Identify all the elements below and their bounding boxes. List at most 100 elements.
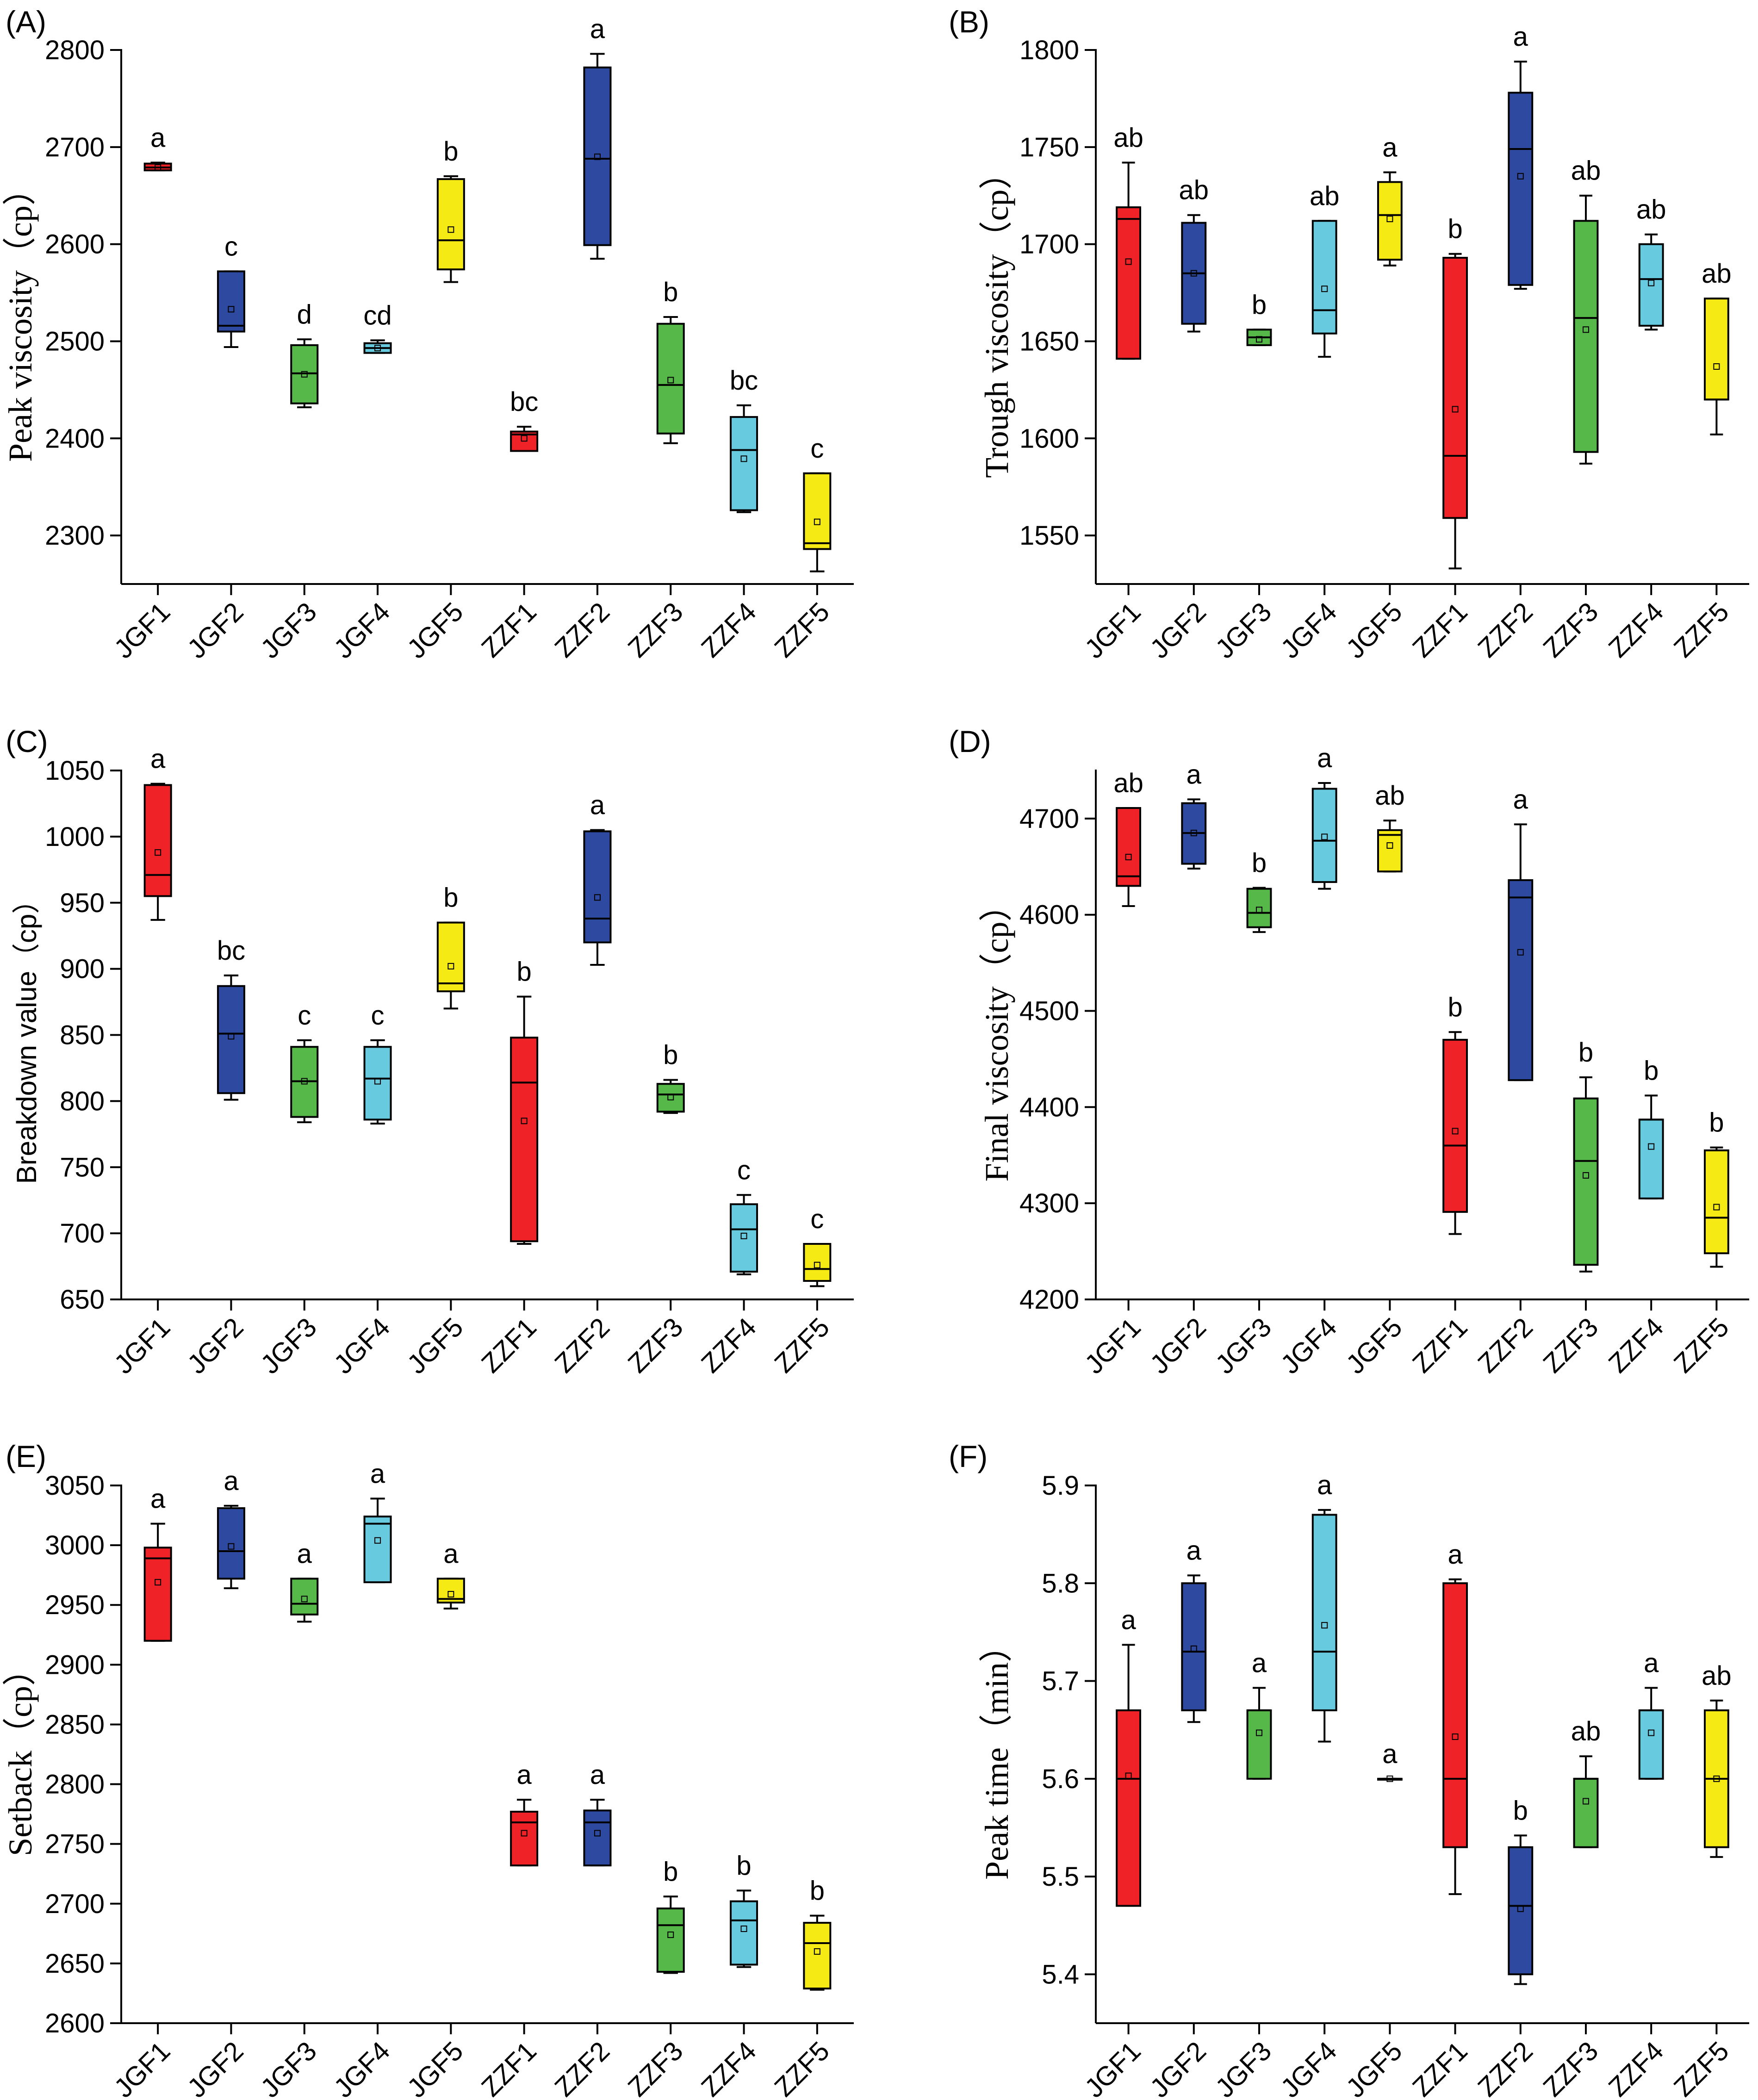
y-tick-label: 1800 [1019, 35, 1079, 65]
box-JGF2: JGF2 ab [1144, 175, 1212, 665]
x-tick-label: JGF1 [108, 1312, 176, 1379]
mean-marker [374, 345, 381, 352]
significance-letter: b [736, 1851, 751, 1881]
box-iqr [1116, 807, 1142, 887]
significance-letter: c [371, 1000, 385, 1031]
y-tick-label: 1750 [1019, 132, 1079, 162]
x-tick-label: JGF2 [1144, 596, 1212, 664]
x-tick-label: ZZF2 [1472, 596, 1539, 663]
significance-letter: a [443, 1539, 459, 1569]
mean-marker [1713, 1775, 1720, 1782]
significance-letter: ab [1113, 123, 1143, 153]
x-tick-label: ZZF1 [1407, 1312, 1473, 1379]
x-tick-label: JGF3 [1210, 1312, 1277, 1379]
box-iqr [217, 270, 245, 333]
chart-panel-1: (A) 2300 2400 2500 2600 2700 2800 Peak viscosit… [2, 5, 854, 664]
significance-letter: a [590, 14, 605, 44]
box-ZZF4: ZZF4 c [696, 1155, 762, 1379]
y-tick-label: 5.5 [1042, 1862, 1079, 1892]
y-tick-label: 1600 [1019, 423, 1079, 454]
panel-label: (A) [6, 5, 46, 39]
box-iqr [1573, 1777, 1599, 1848]
x-tick-label: ZZF4 [696, 596, 762, 663]
x-tick-label: JGF4 [1275, 1312, 1342, 1379]
significance-letter: ab [1571, 156, 1601, 186]
significance-letter: bc [730, 366, 758, 396]
significance-letter: a [1447, 1540, 1463, 1570]
box-iqr [803, 1922, 832, 1990]
x-tick-label: ZZF4 [696, 2036, 762, 2100]
y-tick-label: 2400 [45, 423, 105, 454]
x-tick-label: JGF4 [1275, 2036, 1342, 2100]
box-JGF2: JGF2 a [181, 1466, 249, 2100]
box-ZZF2: ZZF2 a [549, 14, 615, 663]
box-JGF5: JGF5 b [401, 137, 469, 665]
significance-letter: a [1644, 1648, 1659, 1678]
mean-marker [1386, 1775, 1393, 1782]
x-tick-label: ZZF2 [549, 1312, 615, 1379]
box-iqr [1246, 1709, 1272, 1780]
x-tick-label: ZZF5 [1668, 2036, 1735, 2100]
y-tick-label: 5.8 [1042, 1568, 1079, 1598]
significance-letter: b [1644, 1056, 1659, 1086]
y-tick-label: 3000 [45, 1530, 105, 1560]
box-ZZF1: ZZF1 a [1407, 1540, 1473, 2100]
mean-marker [1583, 326, 1589, 333]
mean-marker [521, 1118, 528, 1125]
box-JGF1: JGF1 a [1079, 1605, 1147, 2100]
y-tick-label: 2900 [45, 1650, 105, 1680]
box-iqr [730, 1900, 758, 1966]
box-ZZF3: ZZF3 b [622, 1040, 689, 1379]
mean-marker [1190, 270, 1197, 277]
significance-letter: b [1578, 1038, 1593, 1068]
mean-marker [740, 455, 747, 462]
significance-letter: bc [217, 936, 245, 966]
box-ZZF3: ZZF3 ab [1537, 1716, 1604, 2100]
significance-letter: cd [363, 300, 391, 330]
y-tick-label: 650 [60, 1285, 105, 1315]
y-tick-label: 2300 [45, 521, 105, 551]
box-iqr [730, 1203, 758, 1273]
box-ZZF5: ZZF5 ab [1668, 259, 1735, 663]
y-tick-label: 850 [60, 1020, 105, 1050]
mean-marker [521, 1830, 528, 1837]
box-iqr [656, 1907, 685, 1973]
box-iqr [510, 1810, 539, 1867]
box-iqr [730, 416, 758, 511]
significance-letter: a [1382, 1739, 1398, 1769]
mean-marker [814, 1261, 820, 1268]
chart-panel-5: (E) 2600 2650 2700 2750 2800 2850 2900 2950 3000 3… [2, 1439, 854, 2100]
mean-marker [1452, 406, 1459, 413]
box-JGF4: JGF4 a [1275, 743, 1342, 1379]
box-iqr [217, 985, 245, 1094]
panel-label: (B) [949, 5, 989, 39]
x-tick-label: ZZF3 [1537, 1312, 1604, 1379]
y-tick-label: 700 [60, 1218, 105, 1249]
x-tick-label: JGF2 [1144, 1312, 1212, 1379]
x-tick-label: JGF2 [1144, 2036, 1212, 2100]
mean-marker [594, 153, 601, 160]
x-tick-label: JGF1 [1079, 1312, 1147, 1379]
significance-letter: a [590, 790, 605, 820]
x-tick-label: ZZF4 [1603, 1312, 1669, 1379]
y-tick-label: 1000 [45, 822, 105, 852]
box-ZZF2: ZZF2 b [1472, 1796, 1539, 2100]
box-ZZF1: ZZF1 b [1407, 214, 1473, 664]
significance-letter: bc [510, 387, 538, 417]
box-iqr [363, 1046, 392, 1121]
y-tick-label: 2850 [45, 1709, 105, 1740]
box-JGF4: JGF4 ab [1275, 181, 1342, 664]
x-tick-label: JGF1 [108, 2036, 176, 2100]
x-tick-label: ZZF3 [622, 1312, 689, 1379]
x-tick-label: ZZF5 [769, 2036, 835, 2100]
x-tick-label: JGF5 [1340, 596, 1408, 664]
x-tick-label: JGF4 [328, 596, 396, 664]
box-JGF4: JGF4 a [328, 1459, 396, 2100]
box-ZZF3: ZZF3 b [622, 277, 689, 663]
box-iqr [1442, 257, 1468, 519]
x-tick-label: ZZF1 [476, 2036, 542, 2100]
box-ZZF5: ZZF5 ab [1668, 1661, 1735, 2100]
box-ZZF1: ZZF1 b [1407, 992, 1473, 1379]
box-ZZF1: ZZF1 b [476, 957, 542, 1379]
y-tick-label: 1650 [1019, 326, 1079, 356]
